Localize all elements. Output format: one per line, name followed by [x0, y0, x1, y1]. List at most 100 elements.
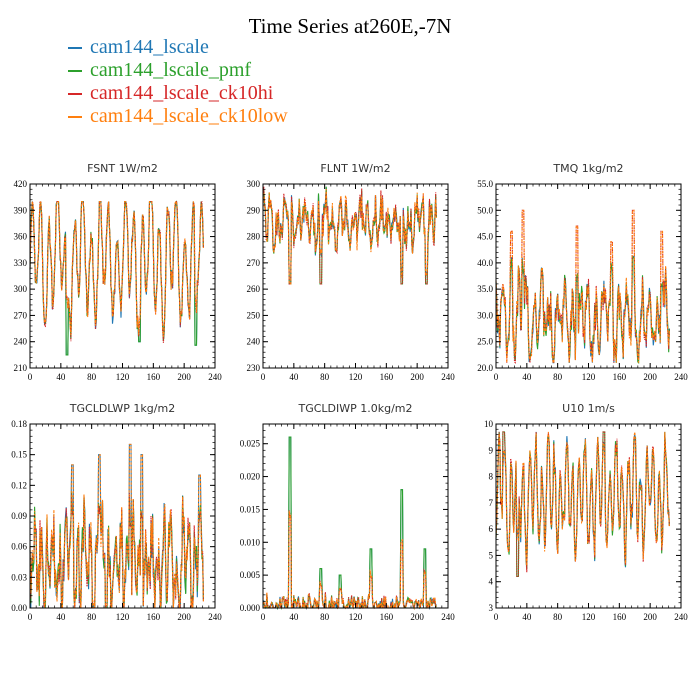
y-tick-label: 300 [247, 179, 261, 189]
x-tick-label: 120 [349, 372, 363, 382]
y-tick-label: 0.000 [240, 603, 261, 613]
plot-title: U10 1m/s [562, 402, 615, 415]
subplot: TGCLDIWP 1.0kg/m2 0 40 80 120 160 200 240 0.000 0… [240, 402, 456, 622]
x-tick-label: 80 [87, 372, 97, 382]
x-tick-label: 200 [410, 372, 424, 382]
x-tick-label: 200 [177, 372, 191, 382]
x-tick-label: 40 [56, 612, 66, 622]
legend-label: cam144_lscale [90, 36, 209, 58]
x-tick-label: 80 [553, 612, 563, 622]
y-tick-label: 30.0 [477, 310, 493, 320]
x-tick-label: 80 [320, 612, 330, 622]
x-tick-label: 160 [613, 372, 627, 382]
x-tick-label: 40 [289, 372, 299, 382]
y-tick-label: 9 [489, 445, 494, 455]
y-tick-label: 4 [489, 577, 494, 587]
y-tick-label: 40.0 [477, 258, 493, 268]
y-tick-label: 50.0 [477, 205, 493, 215]
y-tick-label: 0.020 [240, 472, 261, 482]
subplot: FSNT 1W/m2 0 40 80 120 160 200 240 210 240 270 300 3… [14, 162, 223, 382]
y-tick-label: 35.0 [477, 284, 493, 294]
x-tick-label: 0 [28, 612, 33, 622]
x-tick-label: 240 [441, 612, 455, 622]
x-tick-label: 160 [147, 612, 161, 622]
series-line [495, 431, 670, 566]
x-tick-label: 240 [674, 372, 688, 382]
series-line [29, 443, 204, 609]
y-tick-label: 270 [14, 310, 28, 320]
x-tick-label: 40 [56, 372, 66, 382]
x-tick-label: 80 [87, 612, 97, 622]
x-tick-label: 80 [320, 372, 330, 382]
y-tick-label: 3 [489, 603, 494, 613]
x-tick-label: 200 [410, 612, 424, 622]
series-line [495, 209, 670, 364]
y-tick-label: 20.0 [477, 363, 493, 373]
y-tick-label: 45.0 [477, 232, 493, 242]
x-tick-label: 0 [494, 372, 499, 382]
legend-label: cam144_lscale_ck10low [90, 105, 288, 127]
x-tick-label: 200 [643, 372, 657, 382]
y-tick-label: 260 [247, 284, 261, 294]
plot-title: TMQ 1kg/m2 [552, 162, 623, 175]
y-tick-label: 290 [247, 205, 261, 215]
y-tick-label: 7 [489, 498, 494, 508]
x-tick-label: 120 [582, 372, 596, 382]
x-tick-label: 0 [261, 612, 266, 622]
y-tick-label: 0.015 [240, 504, 261, 514]
y-tick-label: 300 [14, 284, 28, 294]
figure-title: Time Series at260E,-7N [248, 14, 452, 38]
x-tick-label: 120 [349, 612, 363, 622]
legend-swatch [68, 93, 82, 95]
x-tick-label: 160 [147, 372, 161, 382]
x-tick-label: 40 [289, 612, 299, 622]
y-tick-label: 0.15 [11, 450, 27, 460]
x-tick-label: 240 [208, 372, 222, 382]
y-tick-label: 0.005 [240, 570, 261, 580]
subplot: U10 1m/s 0 40 80 120 160 200 240 3 4 5 6 7 8 9 10 [484, 402, 688, 622]
x-tick-label: 0 [261, 372, 266, 382]
subplot: TMQ 1kg/m2 0 40 80 120 160 200 240 20.0 25.0 30.0 3… [477, 162, 688, 382]
y-tick-label: 0.03 [11, 572, 27, 582]
y-tick-label: 270 [247, 258, 261, 268]
x-tick-label: 160 [613, 612, 627, 622]
y-tick-label: 240 [247, 337, 261, 347]
y-tick-label: 0.18 [11, 419, 27, 429]
x-tick-label: 120 [116, 372, 130, 382]
x-tick-label: 80 [553, 372, 563, 382]
subplot: TGCLDLWP 1kg/m2 0 40 80 120 160 200 240 0.00 0.03… [11, 402, 222, 622]
x-tick-label: 160 [380, 612, 394, 622]
x-tick-label: 40 [522, 612, 532, 622]
plot-title: TGCLDLWP 1kg/m2 [69, 402, 175, 415]
x-tick-label: 200 [643, 612, 657, 622]
y-tick-label: 0.06 [11, 542, 27, 552]
y-tick-label: 250 [247, 310, 261, 320]
x-tick-label: 240 [674, 612, 688, 622]
y-tick-label: 0.00 [11, 603, 27, 613]
series-line [495, 209, 670, 364]
x-tick-label: 240 [208, 612, 222, 622]
subplot: FLNT 1W/m2 0 40 80 120 160 200 240 230 240 250 260 2… [247, 162, 456, 382]
y-tick-label: 280 [247, 232, 261, 242]
x-tick-label: 120 [582, 612, 596, 622]
plot-title: FSNT 1W/m2 [87, 162, 158, 175]
y-tick-label: 8 [489, 472, 494, 482]
y-tick-label: 0.09 [11, 511, 27, 521]
x-tick-label: 120 [116, 612, 130, 622]
x-tick-label: 240 [441, 372, 455, 382]
x-tick-label: 0 [494, 612, 499, 622]
plot-title: FLNT 1W/m2 [320, 162, 390, 175]
legend-swatch [68, 116, 82, 118]
y-tick-label: 420 [14, 179, 28, 189]
legend-label: cam144_lscale_pmf [90, 59, 252, 81]
legend-swatch [68, 70, 82, 72]
legend-label: cam144_lscale_ck10hi [90, 82, 274, 104]
y-tick-label: 5 [489, 550, 494, 560]
plot-title: TGCLDIWP 1.0kg/m2 [297, 402, 412, 415]
y-tick-label: 0.010 [240, 537, 261, 547]
x-tick-label: 40 [522, 372, 532, 382]
y-tick-label: 6 [489, 524, 494, 534]
y-tick-label: 210 [14, 363, 28, 373]
y-tick-label: 25.0 [477, 337, 493, 347]
legend-swatch [68, 47, 82, 49]
